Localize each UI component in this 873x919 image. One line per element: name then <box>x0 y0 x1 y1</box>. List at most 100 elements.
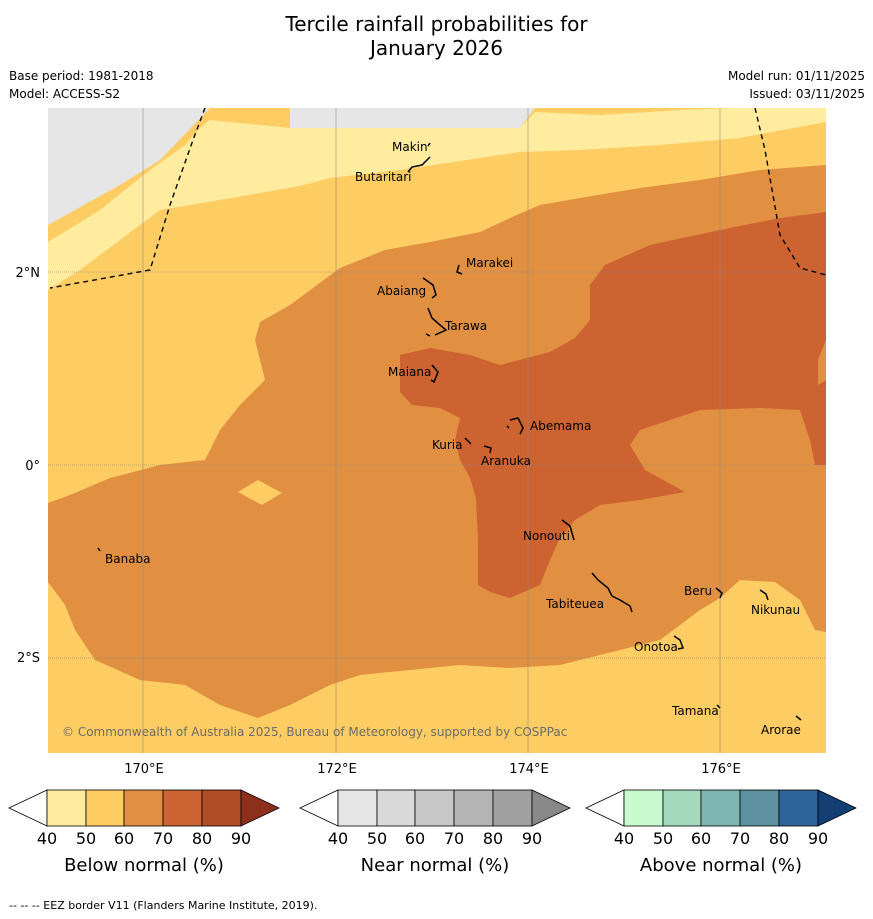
lon-label-174: 174°E <box>509 762 549 777</box>
eez-border-west <box>49 108 206 289</box>
lon-label-170: 170°E <box>124 762 164 777</box>
colorbar-below-cell-50-60 <box>85 789 125 827</box>
colorbar-below-tick-60: 60 <box>114 829 134 848</box>
colorbar-near-cell-50-60 <box>376 789 416 827</box>
lat-label-2n: 2°N <box>16 266 41 281</box>
colorbar-near-cell-80-90 <box>492 789 533 827</box>
zone-south-below-60 <box>48 580 826 753</box>
model-name: Model: ACCESS-S2 <box>9 87 121 101</box>
colorbar-below-title: Below normal (%) <box>64 855 224 876</box>
label-kuria: Kuria <box>432 438 463 452</box>
colorbar-above-tick-80: 80 <box>769 829 789 848</box>
island-aranuka <box>483 445 492 454</box>
meta-left: Base period: 1981-2018 Model: ACCESS-S2 <box>9 68 154 104</box>
island-makin <box>427 142 431 147</box>
issued-date: Issued: 03/11/2025 <box>749 87 865 101</box>
colorbar-below-max-arrow <box>240 789 280 827</box>
map-panel: Makin Butaritari Marakei Abaiang Tarawa … <box>48 108 826 753</box>
copyright-notice: © Commonwealth of Australia 2025, Bureau… <box>62 725 567 739</box>
island-abaiang <box>422 277 437 299</box>
colorbar-above-tick-40: 40 <box>614 829 634 848</box>
colorbar-near-cell-60-70 <box>414 789 455 827</box>
colorbar-near-cell-40-50 <box>337 789 378 827</box>
label-beru: Beru <box>684 584 712 598</box>
label-maiana: Maiana <box>388 365 431 379</box>
colorbar-above-tick-70: 70 <box>730 829 750 848</box>
colorbar-above-cell-40-50 <box>623 789 664 827</box>
colorbar-above-cell-80-90 <box>778 789 819 827</box>
colorbar-above-cell-60-70 <box>700 789 741 827</box>
colorbar-below-cell-40-50 <box>46 789 87 827</box>
island-abemama <box>506 417 524 435</box>
zone-below-50 <box>48 108 826 290</box>
label-onotoa: Onotoa <box>634 640 678 654</box>
island-tarawa <box>425 307 448 337</box>
colorbar-near-tick-50: 50 <box>367 829 387 848</box>
colorbar-near-min-arrow <box>299 789 339 827</box>
label-makin: Makin <box>392 140 428 154</box>
colorbar-below: 40 50 60 70 80 90 Below normal (%) <box>8 789 280 876</box>
colorbar-above-tick-90: 90 <box>808 829 828 848</box>
eez-footnote: -- -- -- EEZ border V11 (Flanders Marine… <box>9 899 318 912</box>
colorbar-below-cell-80-90 <box>201 789 242 827</box>
lon-label-176: 176°E <box>701 762 741 777</box>
colorbar-near-tick-80: 80 <box>483 829 503 848</box>
label-butaritari: Butaritari <box>355 170 412 184</box>
island-marakei <box>456 264 463 275</box>
model-run: Model run: 01/11/2025 <box>727 69 865 83</box>
label-tabiteuea: Tabiteuea <box>545 597 604 611</box>
grid-lines <box>48 108 826 753</box>
island-beru <box>715 587 723 599</box>
colorbar-near-max-arrow <box>531 789 571 827</box>
eez-borders <box>49 108 826 289</box>
lat-label-0: 0° <box>25 459 40 474</box>
colorbar-near-title: Near normal (%) <box>361 855 510 876</box>
label-aranuka: Aranuka <box>481 454 531 468</box>
label-arorae: Arorae <box>761 723 801 737</box>
colorbar-above-tick-60: 60 <box>691 829 711 848</box>
colorbar-below-min-arrow <box>8 789 48 827</box>
zone-patch-below-60 <box>238 480 282 505</box>
label-marakei: Marakei <box>466 256 513 270</box>
lat-label-2s: 2°S <box>17 651 40 666</box>
zone-nodata-left <box>48 108 210 225</box>
colorbar-above-tick-50: 50 <box>653 829 673 848</box>
island-onotoa <box>673 635 685 650</box>
island-arorae <box>795 715 802 721</box>
title-line-1: Tercile rainfall probabilities for <box>285 12 588 36</box>
label-tarawa: Tarawa <box>444 319 487 333</box>
island-nonouti <box>561 519 575 541</box>
island-tamana <box>716 704 721 709</box>
colorbar-near-tick-40: 40 <box>328 829 348 848</box>
zone-below-80 <box>400 212 826 598</box>
colorbar-above-cell-70-80 <box>739 789 780 827</box>
colorbar-above-cell-50-60 <box>662 789 702 827</box>
lon-label-172: 172°E <box>317 762 357 777</box>
colorbar-above-title: Above normal (%) <box>640 855 802 876</box>
colorbar-near-tick-70: 70 <box>444 829 464 848</box>
label-nonouti: Nonouti <box>523 529 570 543</box>
label-nikunau: Nikunau <box>751 603 800 617</box>
colorbar-above-min-arrow <box>585 789 625 827</box>
island-banaba <box>97 547 101 552</box>
colorbar-near-tick-90: 90 <box>522 829 542 848</box>
colorbar-above-max-arrow <box>817 789 857 827</box>
colorbar-below-tick-40: 40 <box>37 829 57 848</box>
colorbar-below-tick-70: 70 <box>153 829 173 848</box>
map-title: Tercile rainfall probabilities for Janua… <box>0 12 873 60</box>
label-banaba: Banaba <box>105 552 151 566</box>
base-period: Base period: 1981-2018 <box>9 69 154 83</box>
label-abemama: Abemama <box>530 419 591 433</box>
title-line-2: January 2026 <box>369 36 504 60</box>
island-butaritari <box>407 156 431 173</box>
island-nikunau <box>759 589 769 601</box>
colorbar-near-tick-60: 60 <box>405 829 425 848</box>
colorbar-below-cell-70-80 <box>162 789 203 827</box>
islands <box>97 142 802 721</box>
colorbar-below-tick-50: 50 <box>76 829 96 848</box>
zone-nodata-top <box>48 108 535 128</box>
eez-border-east <box>754 108 826 276</box>
colorbar-near: 40 50 60 70 80 90 Near normal (%) <box>299 789 571 876</box>
label-abaiang: Abaiang <box>377 284 426 298</box>
